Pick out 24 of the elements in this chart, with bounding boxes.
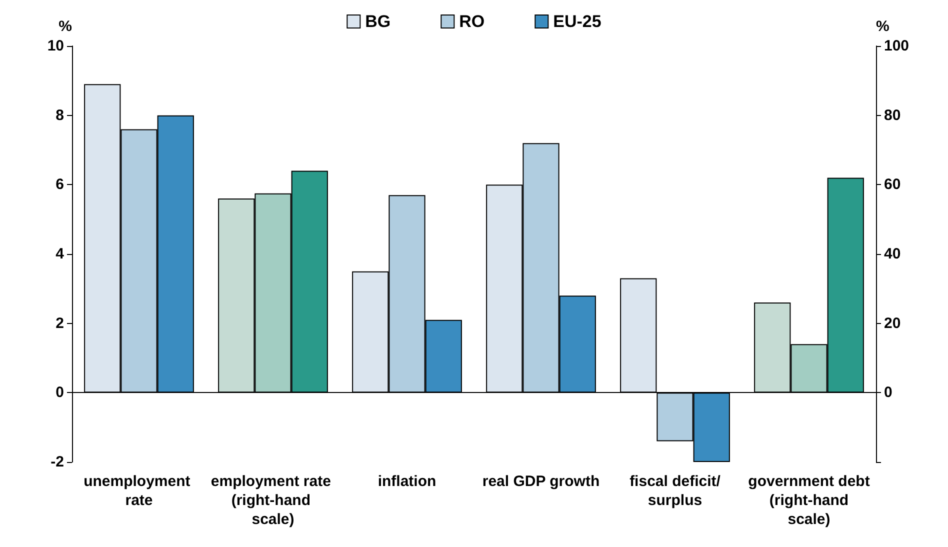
y2-tick-label: 0 xyxy=(884,384,892,402)
y-tick-label: 2 xyxy=(56,314,64,332)
y-tick-label: 10 xyxy=(47,38,64,54)
y2-tick-label: 60 xyxy=(884,176,901,194)
y2-tick-label: 40 xyxy=(884,246,901,262)
legend-label: EU-25 xyxy=(553,12,602,31)
x-tick-label: inflation xyxy=(378,473,436,490)
y-axis-title: % xyxy=(58,18,72,35)
y2-tick-label: 80 xyxy=(884,106,901,124)
legend-label: BG xyxy=(365,12,391,31)
x-tick-label: government debt (right-hand scale) xyxy=(748,473,870,528)
y-tick-label: -2 xyxy=(50,454,64,470)
y2-tick-label: 20 xyxy=(884,314,901,332)
x-tick-label: fiscal deficit/surplus xyxy=(630,473,722,509)
y-tick-label: 4 xyxy=(56,246,65,262)
y-tick-label: 0 xyxy=(56,384,64,402)
y2-axis-title: % xyxy=(876,18,890,35)
x-tick-label: employment rate (right-hand scale) xyxy=(210,473,336,528)
x-tick-label: unemployment rate xyxy=(84,473,194,509)
y2-tick-label: 100 xyxy=(884,38,910,54)
legend-label: RO xyxy=(459,12,485,31)
x-tick-label: real GDP growth xyxy=(482,473,600,490)
y-tick-label: 6 xyxy=(56,176,64,194)
y-tick-label: 8 xyxy=(56,106,64,124)
